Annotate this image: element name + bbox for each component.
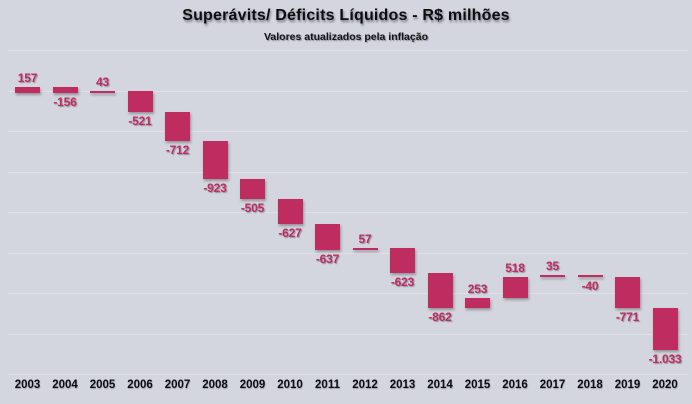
bar-label-2019: -771 xyxy=(615,310,640,325)
gridline xyxy=(8,333,689,335)
bar-label-2020: -1.033 xyxy=(648,352,682,367)
bar-2007 xyxy=(165,112,190,142)
year-label-2018: 2018 xyxy=(577,379,603,391)
bar-2016 xyxy=(502,276,528,298)
bar-2008 xyxy=(202,141,228,179)
bar-2009 xyxy=(240,178,265,199)
year-label-2008: 2008 xyxy=(202,379,228,391)
year-label-2009: 2009 xyxy=(239,379,266,391)
bar-2014 xyxy=(427,273,453,308)
year-label-2020: 2020 xyxy=(652,379,678,391)
bar-2017 xyxy=(540,275,565,278)
bar-2010 xyxy=(277,198,303,225)
bar-2015 xyxy=(465,297,490,308)
gridline xyxy=(8,131,689,132)
bar-2004 xyxy=(52,86,78,93)
gridline xyxy=(8,212,689,213)
bar-2003 xyxy=(15,86,40,93)
bar-2019 xyxy=(615,276,640,309)
gridline xyxy=(8,171,689,173)
bar-2012 xyxy=(352,247,378,251)
year-label-2016: 2016 xyxy=(502,379,528,391)
chart-title: Superávits/ Déficits Líquidos - R$ milhõ… xyxy=(182,7,510,24)
bar-label-2008: -923 xyxy=(203,180,227,195)
bar-label-2005: 43 xyxy=(96,75,109,90)
bar-label-2009: -505 xyxy=(240,200,265,215)
bar-label-2003: 157 xyxy=(17,70,38,85)
year-label-2010: 2010 xyxy=(277,379,303,391)
year-label-2015: 2015 xyxy=(464,379,491,391)
chart-subtitle: Valores atualizados pela inflação xyxy=(264,31,428,43)
bar-label-2015: 253 xyxy=(467,281,488,296)
gridline xyxy=(8,252,689,254)
year-label-2006: 2006 xyxy=(127,379,153,391)
bar-label-2017: 35 xyxy=(546,259,559,274)
bar-label-2013: -623 xyxy=(390,275,415,290)
bar-2011 xyxy=(315,224,340,251)
year-label-2003: 2003 xyxy=(14,379,41,391)
gridline xyxy=(8,293,689,294)
year-label-2012: 2012 xyxy=(352,379,378,391)
bar-label-2006: -521 xyxy=(128,114,152,129)
bar-label-2012: 57 xyxy=(358,231,372,246)
year-label-2017: 2017 xyxy=(539,379,566,391)
year-label-2014: 2014 xyxy=(427,379,453,391)
gridline xyxy=(8,374,689,375)
gridline xyxy=(8,90,689,92)
year-label-2011: 2011 xyxy=(315,379,340,391)
year-label-2019: 2019 xyxy=(614,379,641,391)
bar-2020 xyxy=(652,308,678,351)
bar-label-2007: -712 xyxy=(165,143,190,158)
bar-2018 xyxy=(577,275,603,278)
bar-label-2010: -627 xyxy=(278,226,302,241)
bar-label-2018: -40 xyxy=(581,279,599,294)
bar-label-2016: 518 xyxy=(505,260,525,275)
year-label-2004: 2004 xyxy=(52,379,78,391)
year-label-2013: 2013 xyxy=(389,379,416,391)
bar-2005 xyxy=(90,91,115,93)
bar-2013 xyxy=(390,247,415,274)
bar-label-2014: -862 xyxy=(428,310,452,324)
bar-label-2004: -156 xyxy=(53,94,77,109)
year-label-2007: 2007 xyxy=(164,379,191,391)
year-label-2005: 2005 xyxy=(89,379,116,391)
gridline xyxy=(8,50,689,51)
bar-label-2011: -637 xyxy=(315,252,340,267)
bar-2006 xyxy=(127,91,153,113)
